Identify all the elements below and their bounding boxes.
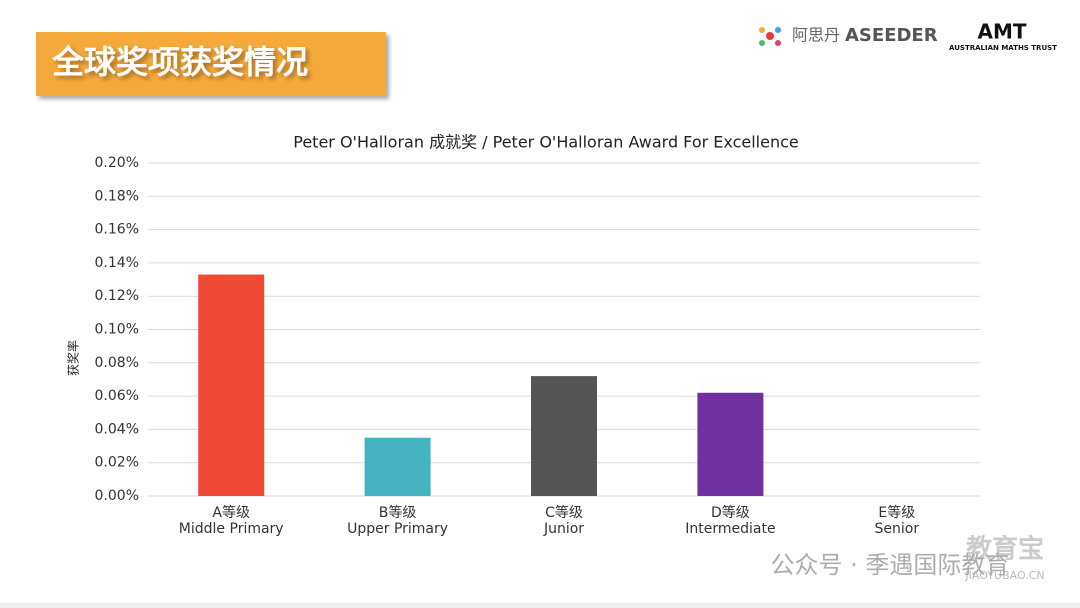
x-tick-label: E等级: [878, 504, 915, 521]
y-tick-label: 0.06%: [95, 388, 139, 404]
logo-en: ASEEDER: [845, 25, 938, 46]
bar: [364, 437, 431, 496]
y-tick-label: 0.10%: [95, 322, 139, 338]
x-tick-label: A等级: [212, 504, 250, 521]
y-tick-label: 0.20%: [95, 155, 139, 171]
x-tick-label: Middle Primary: [179, 521, 284, 537]
bottom-strip: [0, 603, 1080, 608]
y-axis-label: 获奖率: [66, 340, 81, 376]
amt-full: AUSTRALIAN MATHS TRUST: [949, 44, 1057, 52]
bar: [531, 376, 597, 496]
watermark-site: JIAOYUBAO.CN: [964, 569, 1044, 582]
y-tick-label: 0.02%: [95, 455, 139, 471]
logo-cn: 阿思丹: [792, 26, 840, 45]
y-tick-label: 0.14%: [95, 255, 139, 271]
y-tick-label: 0.18%: [95, 188, 139, 204]
y-tick-label: 0.08%: [95, 355, 139, 371]
x-tick-label: Intermediate: [685, 521, 775, 537]
bar: [697, 392, 764, 496]
x-tick-label: Junior: [543, 521, 584, 537]
x-tick-label: Senior: [875, 521, 920, 537]
y-tick-label: 0.00%: [95, 488, 139, 504]
watermark-account: 公众号 · 季遇国际教育: [771, 551, 1010, 579]
x-tick-label: Upper Primary: [347, 521, 448, 537]
y-tick-label: 0.16%: [95, 222, 139, 238]
y-tick-label: 0.12%: [95, 288, 139, 304]
x-tick-label: D等级: [711, 504, 750, 521]
y-tick-label: 0.04%: [95, 421, 139, 437]
title-banner: [36, 32, 386, 96]
amt-logo: AMT: [977, 20, 1026, 44]
x-tick-label: B等级: [379, 504, 417, 521]
x-tick-label: C等级: [545, 504, 583, 521]
watermark-brand: 教育宝: [966, 534, 1044, 565]
bar: [198, 274, 265, 496]
chart-title: Peter O'Halloran 成就奖 / Peter O'Halloran …: [293, 133, 798, 152]
slide-title: 全球奖项获奖情况: [51, 43, 308, 81]
logo-mark: [759, 27, 781, 46]
